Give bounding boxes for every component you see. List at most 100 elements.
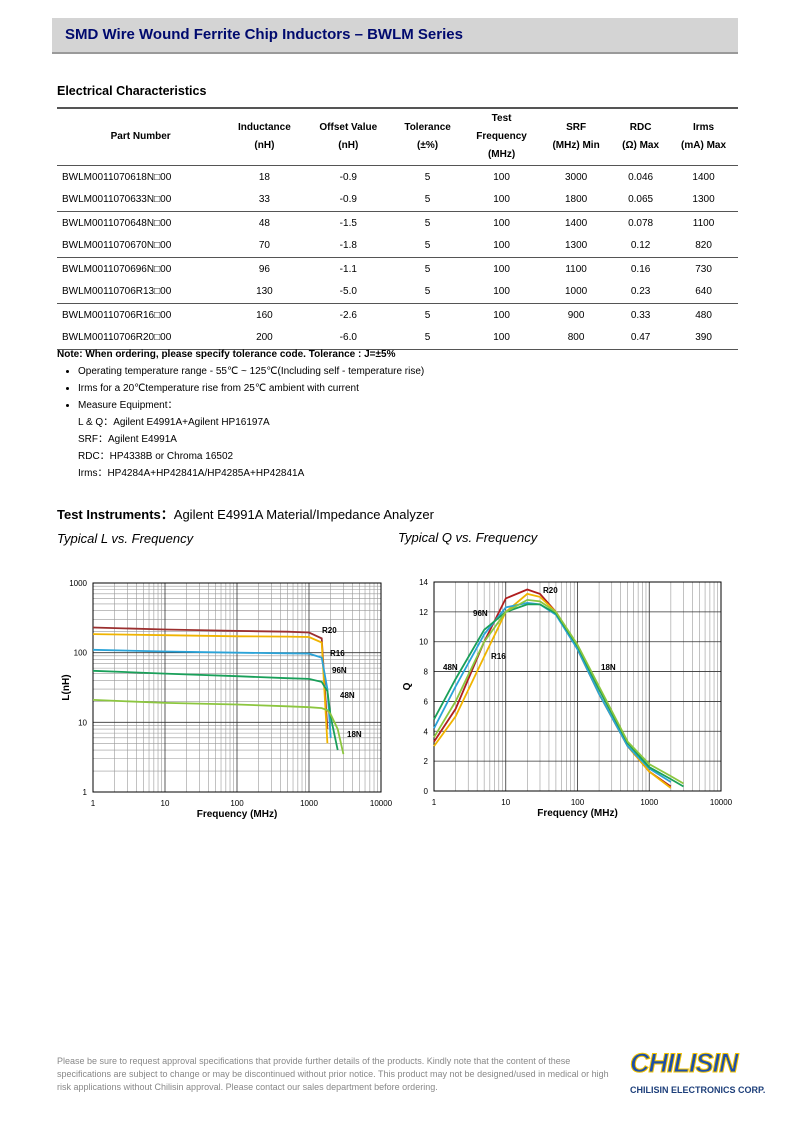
header-title: SMD Wire Wound Ferrite Chip Inductors – …	[65, 26, 463, 43]
instruments-text: Agilent E4991A Material/Impedance Analyz…	[173, 507, 434, 522]
equipment-item: SRF：Agilent E4991A	[78, 434, 177, 445]
table-cell: 200	[224, 326, 305, 350]
y-axis-label: L(nH)	[61, 674, 72, 700]
table-cell: 0.12	[612, 234, 670, 258]
x-tick-label: 1000	[300, 799, 318, 808]
x-axis-label: Frequency (MHz)	[537, 808, 618, 819]
table-cell: 0.046	[628, 171, 654, 183]
table-cell: BWLM00110706R20□00	[57, 326, 225, 350]
chart-title: Typical Q vs. Frequency	[398, 530, 539, 545]
series-label: R16	[491, 652, 506, 661]
disclaimer: Please be sure to request approval speci…	[57, 1056, 609, 1092]
table-cell: 1800	[540, 188, 613, 212]
table-cell: 0.33	[630, 309, 651, 321]
equipment-item: Irms：HP4284A+HP42841A/HP4285A+HP42841A	[78, 468, 305, 479]
table-cell: 70	[224, 234, 305, 258]
series-label: 96N	[473, 609, 488, 618]
table-cell: 5	[424, 263, 431, 275]
table-cell: BWLM0011070670N□00	[57, 234, 225, 258]
equipment-item: L & Q：Agilent E4991A+Agilent HP16197A	[78, 417, 270, 428]
series-line	[92, 669, 339, 751]
series-line	[92, 626, 329, 730]
table-row: BWLM0011070670N□00 70 -1.8 5 100 1300 0.12 820	[57, 234, 738, 258]
table-cell: 390	[669, 326, 738, 350]
notes: Note: When ordering, please specify tole…	[57, 346, 424, 482]
x-tick-label: 100	[230, 799, 244, 808]
series-label: 18N	[347, 730, 362, 739]
y-tick-label: 100	[74, 649, 88, 658]
column-header: SRF (MHz) Min	[540, 108, 613, 166]
table-cell: 5	[392, 234, 464, 258]
table-cell: 0.065	[612, 188, 670, 212]
series-line	[92, 648, 332, 738]
table-cell: 1400	[692, 171, 715, 183]
equipment-item: RDC：HP4338B or Chroma 16502	[78, 451, 234, 462]
table-cell: 730	[695, 263, 712, 275]
table-cell: 100	[493, 263, 510, 275]
table-cell: 5	[424, 171, 431, 183]
table-cell: 48	[258, 217, 270, 229]
table-cell: 0.23	[612, 280, 670, 304]
table-cell: BWLM0011070618N□00	[62, 171, 172, 183]
bullet: Measure Equipment：	[78, 397, 424, 414]
header-bar: SMD Wire Wound Ferrite Chip Inductors – …	[52, 18, 738, 54]
column-header: Tolerance (±%)	[392, 108, 464, 166]
table-cell: 1100	[565, 263, 587, 275]
table-cell: 96	[258, 263, 270, 275]
y-tick-label: 8	[424, 668, 429, 677]
x-tick-label: 1000	[640, 798, 658, 807]
table-cell: 820	[669, 234, 738, 258]
table-cell: 0.16	[630, 263, 651, 275]
table-cell: 18	[258, 171, 270, 183]
logo: CHILISIN	[630, 1048, 740, 1079]
table-cell: 160	[256, 309, 273, 321]
table-row: BWLM00110706R13□00 130 -5.0 5 100 1000 0.23 640	[57, 280, 738, 304]
table-cell: -1.5	[339, 217, 357, 229]
chart-title: Typical L vs. Frequency	[57, 531, 195, 546]
series-label: 18N	[601, 663, 616, 672]
table-cell: BWLM0011070633N□00	[57, 188, 225, 212]
series-line	[433, 592, 672, 789]
instruments: Test Instruments：Agilent E4991A Material…	[57, 504, 434, 523]
table-cell: -0.9	[339, 171, 357, 183]
table-cell: 5	[424, 217, 431, 229]
plot-frame	[92, 582, 382, 793]
table-cell: 1400	[564, 217, 588, 229]
series-line	[92, 633, 329, 744]
table-cell: BWLM00110706R13□00	[57, 280, 225, 304]
table-row: BWLM0011070648N□00 48 -1.5 5 100 1400 0.078 110…	[57, 212, 738, 235]
table-cell: 100	[463, 234, 541, 258]
y-tick-label: 0	[424, 787, 429, 796]
y-tick-label: 10	[419, 638, 428, 647]
table-row: BWLM0011070633N□00 33 -0.9 5 100 1800 0.065 130…	[57, 188, 738, 212]
table-cell: 33	[224, 188, 305, 212]
y-tick-label: 10	[78, 718, 87, 727]
table-cell: 800	[540, 326, 613, 350]
table-cell: 100	[463, 188, 541, 212]
table-cell: 3000	[564, 171, 588, 183]
table-cell: 5	[392, 326, 464, 350]
section-title: Electrical Characteristics	[57, 84, 207, 98]
x-tick-label: 10000	[370, 799, 393, 808]
table-cell: 100	[493, 171, 510, 183]
table-cell: 640	[669, 280, 738, 304]
series-label: 48N	[443, 663, 458, 672]
equipment-list: L & Q：Agilent E4991A+Agilent HP16197A SRF…	[57, 414, 424, 482]
y-tick-label: 1	[83, 788, 88, 797]
table-row: BWLM0011070618N□00 18 -0.9 5 100 3000 0.046 140…	[57, 166, 738, 189]
note: Note: When ordering, please specify tole…	[57, 349, 396, 360]
series-line	[92, 699, 345, 755]
series-label: R20	[543, 586, 558, 595]
table-row: BWLM00110706R16□00 160 -2.6 5 100 900 0.33 480	[57, 304, 738, 327]
y-axis-label: Q	[402, 682, 413, 690]
table-cell: -0.9	[304, 188, 393, 212]
table-cell: BWLM0011070696N□00	[62, 263, 172, 275]
table-cell: 1300	[669, 188, 738, 212]
series-label: 48N	[340, 691, 355, 700]
table-cell: 1100	[692, 217, 715, 229]
x-tick-label: 10	[501, 798, 510, 807]
table-cell: -5.0	[304, 280, 393, 304]
series-label: 96N	[332, 666, 347, 675]
y-tick-label: 2	[424, 757, 429, 766]
